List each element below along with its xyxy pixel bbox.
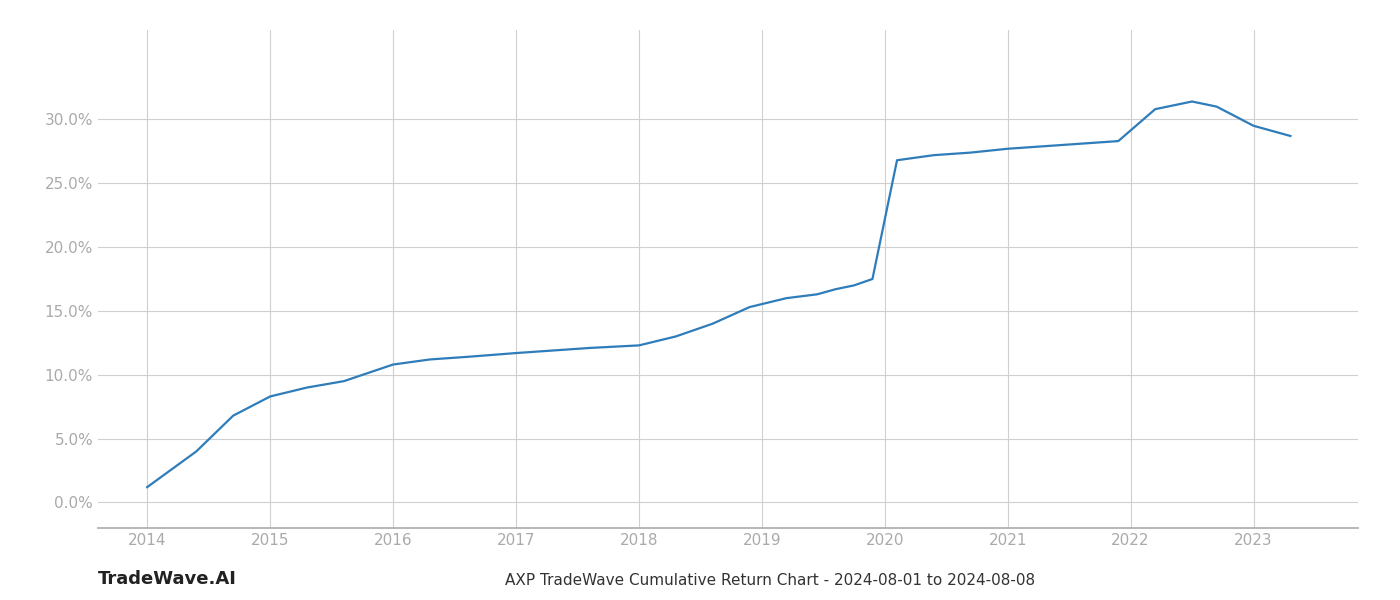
Text: TradeWave.AI: TradeWave.AI bbox=[98, 570, 237, 588]
Text: AXP TradeWave Cumulative Return Chart - 2024-08-01 to 2024-08-08: AXP TradeWave Cumulative Return Chart - … bbox=[505, 573, 1035, 588]
